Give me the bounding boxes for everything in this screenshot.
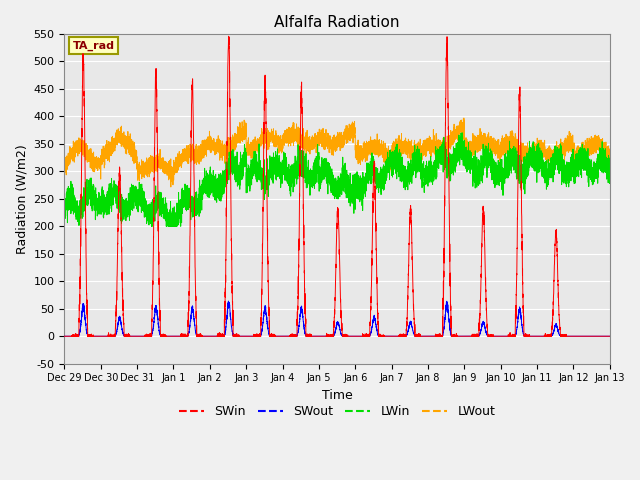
X-axis label: Time: Time (322, 389, 353, 402)
Legend: SWin, SWout, LWin, LWout: SWin, SWout, LWin, LWout (174, 400, 500, 423)
Y-axis label: Radiation (W/m2): Radiation (W/m2) (15, 144, 28, 254)
Text: TA_rad: TA_rad (72, 41, 115, 51)
Title: Alfalfa Radiation: Alfalfa Radiation (275, 15, 400, 30)
